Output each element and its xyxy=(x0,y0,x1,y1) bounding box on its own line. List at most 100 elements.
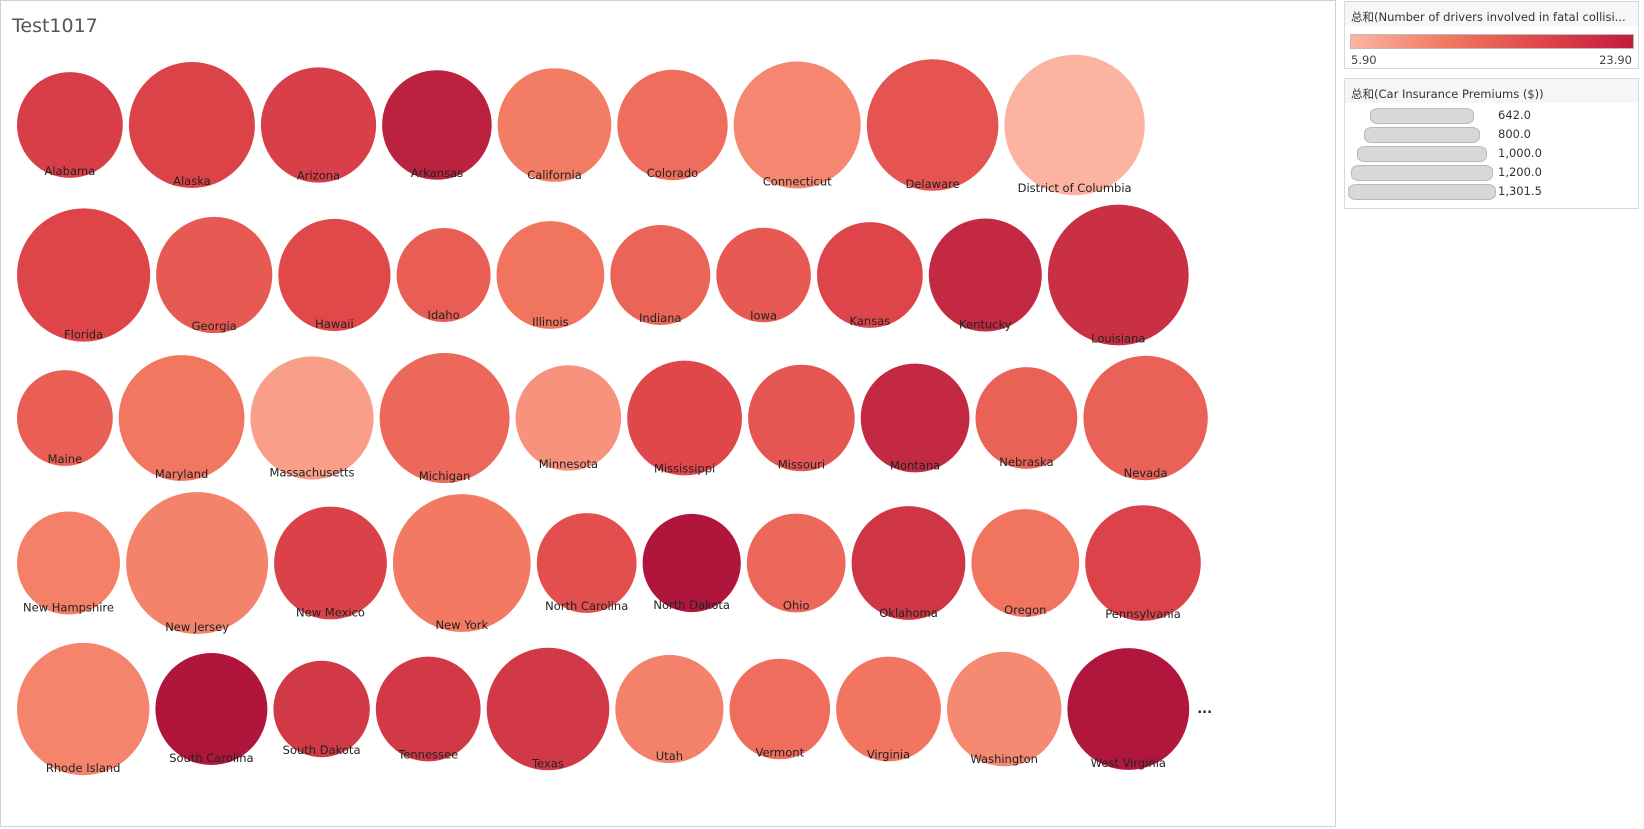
bubble-district-of-columbia[interactable] xyxy=(1004,54,1145,196)
bubble-label: Massachusetts xyxy=(270,466,355,480)
bubble-label: Florida xyxy=(64,328,103,342)
bubble-michigan[interactable] xyxy=(379,353,510,483)
bubble-label: North Dakota xyxy=(653,598,730,612)
bubble-pennsylvania[interactable] xyxy=(1085,505,1201,621)
bubble-label: Pennsylvania xyxy=(1105,607,1181,621)
bubble-chart: Alabama Alaska Arizona Arkansas California Co… xyxy=(17,54,1212,776)
size-swatch xyxy=(1348,184,1496,200)
size-legend-item: 800.0 xyxy=(1345,125,1638,144)
bubble-california[interactable] xyxy=(497,68,612,182)
bubble-texas[interactable] xyxy=(486,647,610,771)
bubble-label: West Virginia xyxy=(1091,756,1166,770)
bubble-rhode-island[interactable] xyxy=(17,642,150,776)
bubble-label: California xyxy=(527,168,582,182)
bubble-label: Texas xyxy=(531,756,564,770)
bubble-connecticut[interactable] xyxy=(733,61,861,189)
bubble-idaho[interactable] xyxy=(396,228,491,322)
bubble-label: Montana xyxy=(890,458,940,472)
bubble-label: District of Columbia xyxy=(1018,181,1132,195)
bubble-label: Maryland xyxy=(155,467,208,481)
bubble-label: Nebraska xyxy=(999,455,1053,469)
bubble-colorado[interactable] xyxy=(617,69,728,181)
bubble-oregon[interactable] xyxy=(971,509,1080,617)
bubble-mississippi[interactable] xyxy=(627,360,742,476)
bubble-label: Washington xyxy=(970,752,1038,766)
sheet-title: Test1017 xyxy=(12,15,98,37)
bubble-massachusetts[interactable] xyxy=(250,356,374,480)
size-legend[interactable]: 总和(Car Insurance Premiums ($)) 642.0 800… xyxy=(1344,78,1639,209)
bubble-nebraska[interactable] xyxy=(975,367,1078,469)
bubble-missouri[interactable] xyxy=(748,364,855,472)
size-legend-label: 1,200.0 xyxy=(1498,165,1542,179)
bubble-maryland[interactable] xyxy=(118,355,245,481)
bubble-alabama[interactable] xyxy=(17,72,123,178)
bubble-maine[interactable] xyxy=(17,370,113,466)
bubble-virginia[interactable] xyxy=(836,656,941,762)
bubble-kansas[interactable] xyxy=(817,222,923,328)
bubble-label: Connecticut xyxy=(763,175,832,189)
bubble-florida[interactable] xyxy=(17,208,151,342)
bubble-label: Maine xyxy=(48,452,83,466)
bubble-georgia[interactable] xyxy=(156,216,273,334)
bubble-label: Arkansas xyxy=(411,166,463,180)
bubble-new-mexico[interactable] xyxy=(274,506,387,620)
bubble-delaware[interactable] xyxy=(866,59,999,191)
bubble-tennessee[interactable] xyxy=(375,656,481,762)
bubble-louisiana[interactable] xyxy=(1047,204,1189,346)
bubble-label: North Carolina xyxy=(545,599,628,613)
bubble-label: Oklahoma xyxy=(879,606,938,620)
color-legend-title: 总和(Number of drivers involved in fatal c… xyxy=(1345,2,1638,26)
bubble-label: New Hampshire xyxy=(23,601,114,615)
bubble-label: Louisiana xyxy=(1091,331,1145,345)
bubble-label: Alaska xyxy=(173,174,211,188)
bubble-label: South Dakota xyxy=(283,743,361,757)
bubble-minnesota[interactable] xyxy=(515,365,622,471)
bubble-arizona[interactable] xyxy=(260,67,377,183)
bubble-south-carolina[interactable] xyxy=(155,653,268,765)
bubble-washington[interactable] xyxy=(947,651,1062,767)
size-swatch xyxy=(1364,127,1480,143)
bubble-montana[interactable] xyxy=(860,363,970,473)
bubble-iowa[interactable] xyxy=(716,227,811,323)
size-legend-item: 1,301.5 xyxy=(1345,182,1638,201)
bubble-south-dakota[interactable] xyxy=(273,660,370,758)
bubble-label: Indiana xyxy=(639,311,682,325)
bubble-label: New York xyxy=(435,618,488,632)
bubble-label: Delaware xyxy=(906,177,960,191)
bubble-oklahoma[interactable] xyxy=(851,506,966,620)
bubble-label: Vermont xyxy=(755,745,804,759)
bubble-label: Oregon xyxy=(1004,603,1046,617)
bubble-nevada[interactable] xyxy=(1083,355,1208,481)
bubble-north-dakota[interactable] xyxy=(642,513,741,613)
bubble-label: Mississippi xyxy=(654,461,715,475)
bubble-label: New Jersey xyxy=(165,620,229,634)
bubble-new-jersey[interactable] xyxy=(126,492,269,634)
bubble-hawaii[interactable] xyxy=(278,218,391,332)
bubble-vermont[interactable] xyxy=(729,658,831,760)
bubble-label: Illinois xyxy=(532,315,569,329)
bubble-kentucky[interactable] xyxy=(928,218,1042,332)
size-legend-label: 1,301.5 xyxy=(1498,184,1542,198)
color-legend[interactable]: 总和(Number of drivers involved in fatal c… xyxy=(1344,1,1639,69)
bubble-indiana[interactable] xyxy=(610,225,711,325)
bubble-new-york[interactable] xyxy=(392,494,531,632)
bubble-new-hampshire[interactable] xyxy=(17,511,120,615)
bubble-label: Rhode Island xyxy=(46,761,121,775)
more-marks-indicator[interactable]: ... xyxy=(1197,702,1212,717)
bubble-label: Ohio xyxy=(783,598,810,612)
bubble-illinois[interactable] xyxy=(496,221,605,329)
size-legend-item: 642.0 xyxy=(1345,106,1638,125)
bubble-west-virginia[interactable] xyxy=(1067,648,1190,770)
bubble-utah[interactable] xyxy=(615,654,724,764)
bubble-alaska[interactable] xyxy=(128,62,255,188)
size-legend-label: 642.0 xyxy=(1498,108,1531,122)
size-legend-title: 总和(Car Insurance Premiums ($)) xyxy=(1345,79,1638,103)
bubble-label: New Mexico xyxy=(296,605,365,619)
bubble-ohio[interactable] xyxy=(746,513,846,613)
viz-pane: Test1017 Alabama Alaska Arizona Arkansas Cal… xyxy=(0,0,1336,827)
color-legend-max: 23.90 xyxy=(1599,53,1632,67)
bubble-arkansas[interactable] xyxy=(382,70,492,180)
bubble-north-carolina[interactable] xyxy=(536,513,637,613)
bubble-label: Tennessee xyxy=(397,747,458,761)
bubble-label: Nevada xyxy=(1124,466,1168,480)
